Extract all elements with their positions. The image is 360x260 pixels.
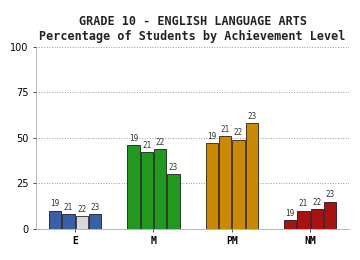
Bar: [311, 209, 323, 229]
Text: 21: 21: [299, 199, 308, 209]
Text: 19: 19: [129, 134, 138, 143]
Bar: [141, 152, 153, 229]
Text: 23: 23: [169, 163, 178, 172]
Bar: [219, 136, 231, 229]
Text: 21: 21: [220, 125, 230, 134]
Bar: [246, 123, 258, 229]
Text: 23: 23: [247, 112, 256, 121]
Text: 22: 22: [77, 205, 86, 214]
Text: 23: 23: [325, 190, 335, 199]
Bar: [89, 214, 101, 229]
Bar: [76, 216, 88, 229]
Bar: [127, 145, 140, 229]
Text: 22: 22: [156, 138, 165, 147]
Bar: [297, 211, 310, 229]
Bar: [206, 143, 218, 229]
Bar: [154, 149, 166, 229]
Bar: [324, 202, 336, 229]
Bar: [284, 220, 296, 229]
Text: 21: 21: [142, 141, 152, 150]
Bar: [49, 211, 61, 229]
Text: 21: 21: [64, 203, 73, 212]
Text: 23: 23: [90, 203, 100, 212]
Bar: [232, 140, 244, 229]
Text: 22: 22: [234, 128, 243, 138]
Text: 22: 22: [312, 198, 321, 207]
Text: 19: 19: [50, 199, 60, 209]
Text: 19: 19: [207, 132, 216, 141]
Bar: [62, 214, 75, 229]
Bar: [167, 174, 180, 229]
Text: 19: 19: [285, 209, 295, 218]
Title: GRADE 10 - ENGLISH LANGUAGE ARTS
Percentage of Students by Achievement Level: GRADE 10 - ENGLISH LANGUAGE ARTS Percent…: [39, 15, 346, 43]
